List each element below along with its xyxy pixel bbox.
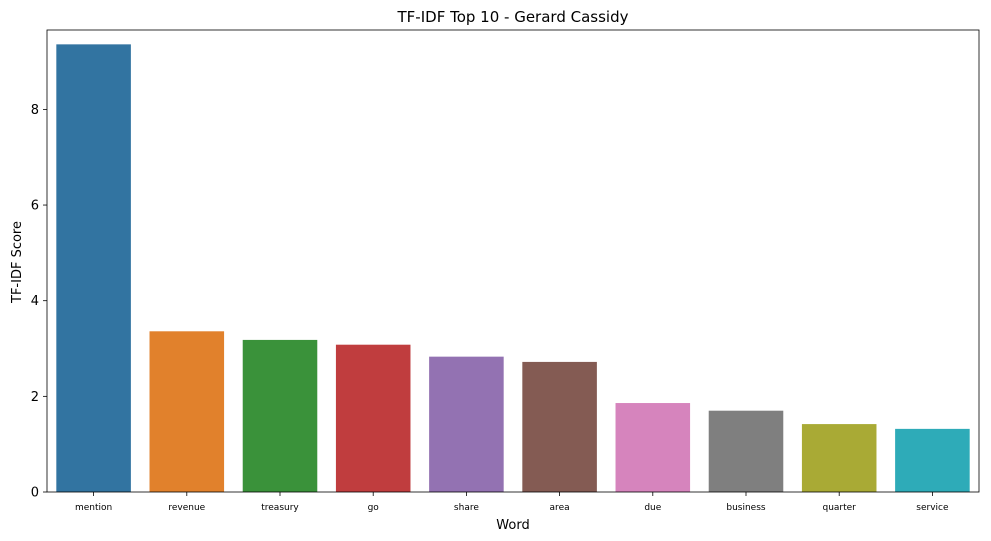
bar-go: [335, 344, 411, 492]
y-tick-label-6: 6: [31, 199, 39, 214]
x-tick-label-area: area: [550, 503, 570, 513]
bar-business: [708, 410, 784, 492]
y-tick-label-2: 2: [31, 390, 39, 405]
x-tick-label-service: service: [916, 503, 949, 513]
y-tick-label-0: 0: [31, 486, 39, 501]
x-tick-label-treasury: treasury: [261, 503, 299, 513]
x-axis-label: Word: [496, 518, 529, 533]
bar-area: [522, 361, 597, 492]
x-tick-label-go: go: [368, 503, 380, 513]
x-tick-label-revenue: revenue: [168, 503, 205, 513]
chart-title: TF-IDF Top 10 - Gerard Cassidy: [397, 8, 629, 26]
bar-treasury: [242, 339, 318, 492]
bar-quarter: [801, 424, 877, 492]
x-tick-label-business: business: [726, 503, 766, 513]
bar-service: [895, 428, 970, 492]
y-tick-label-8: 8: [31, 103, 39, 118]
x-tick-label-quarter: quarter: [822, 503, 856, 513]
x-tick-label-due: due: [644, 503, 661, 513]
bar-revenue: [149, 331, 225, 492]
bar-mention: [56, 44, 131, 492]
x-tick-label-mention: mention: [75, 503, 112, 513]
bar-share: [429, 356, 504, 492]
y-axis-label: TF-IDF Score: [10, 221, 25, 304]
plot-frame: [46, 29, 980, 493]
x-tick-label-share: share: [454, 503, 479, 513]
bar-due: [615, 403, 691, 492]
y-tick-label-4: 4: [31, 294, 39, 309]
